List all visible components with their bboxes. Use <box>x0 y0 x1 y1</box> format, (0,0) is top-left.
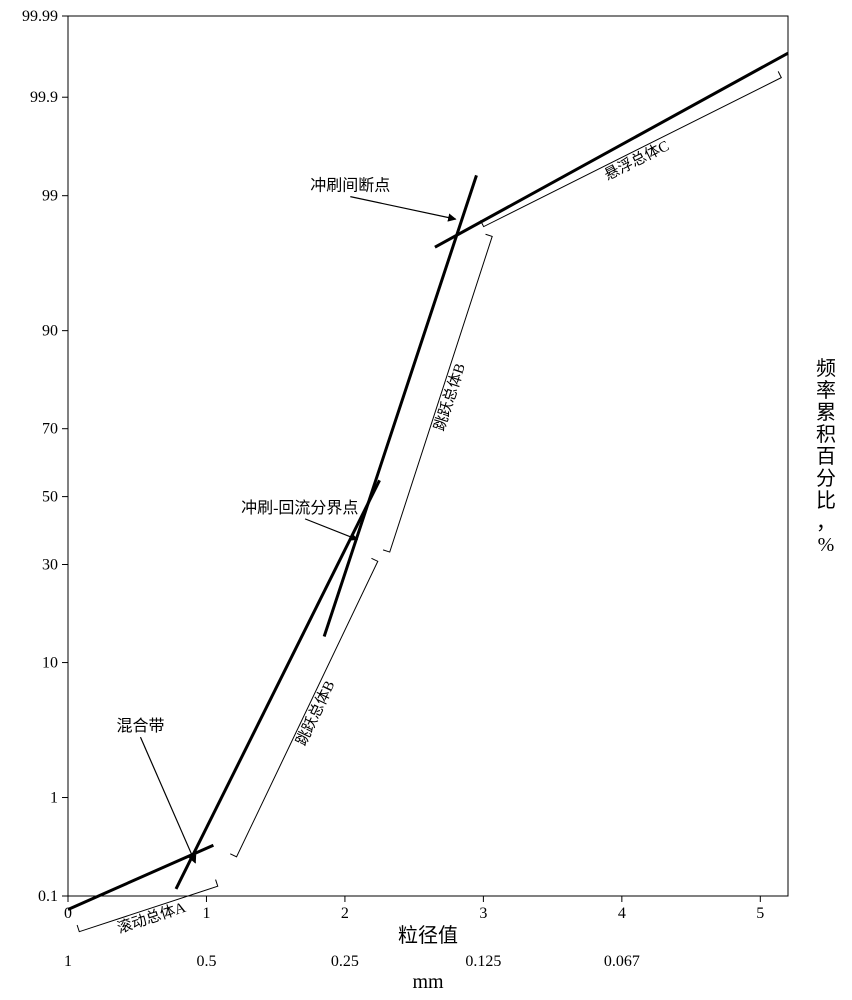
y-tick-label: 99.9 <box>30 89 58 106</box>
y-axis-label-char: % <box>818 534 835 556</box>
y-tick-label: 1 <box>50 790 58 807</box>
x-axis-unit: mm <box>412 971 444 993</box>
annotation-label: 混合带 <box>116 717 164 735</box>
y-tick-label: 50 <box>42 489 58 506</box>
x-tick-label: 1 <box>202 905 210 922</box>
y-axis-label-char: 频 <box>816 357 836 380</box>
y-tick-label: 30 <box>42 557 58 574</box>
x-mm-label: 1 <box>64 953 72 970</box>
segment-C <box>435 53 788 247</box>
bracket <box>383 234 492 552</box>
y-tick-label: 99.99 <box>22 8 58 25</box>
y-tick-label: 99 <box>42 188 58 205</box>
annotation-arrow <box>140 737 195 863</box>
y-tick-label: 0.1 <box>38 888 58 905</box>
chart-container: 0.1110305070909999.999.9901234510.50.250… <box>0 0 852 1000</box>
bracket-label: 滚动总体A <box>115 899 188 937</box>
y-axis-label-char: 率 <box>816 379 836 402</box>
x-tick-label: 2 <box>341 905 349 922</box>
x-mm-label: 0.25 <box>331 953 359 970</box>
bracket-label: 跳跃总体B <box>431 361 469 433</box>
y-tick-label: 10 <box>42 655 58 672</box>
y-axis-label-char: ， <box>816 512 836 534</box>
y-axis-label-char: 比 <box>816 489 836 512</box>
y-axis-label-char: 累 <box>816 402 836 424</box>
x-tick-label: 3 <box>479 905 487 922</box>
x-axis-label: 粒径值 <box>398 924 458 947</box>
x-tick-label: 4 <box>618 905 626 922</box>
chart-svg: 0.1110305070909999.999.9901234510.50.250… <box>0 0 852 1000</box>
annotation-label: 冲刷-回流分界点 <box>241 499 358 517</box>
y-tick-label: 70 <box>42 421 58 438</box>
bracket-label: 跳跃总体B <box>293 678 339 749</box>
y-axis-label-char: 积 <box>816 423 836 446</box>
annotation-arrow <box>350 197 455 220</box>
y-axis-label-char: 分 <box>816 467 836 490</box>
y-tick-label: 90 <box>42 323 58 340</box>
x-tick-label: 5 <box>756 905 764 922</box>
x-mm-label: 0.125 <box>465 953 501 970</box>
bracket <box>230 558 378 857</box>
bracket <box>480 71 781 226</box>
annotation-arrow <box>305 519 357 540</box>
plot-border <box>68 16 788 896</box>
segment-B1 <box>176 480 380 889</box>
x-mm-label: 0.5 <box>196 953 216 970</box>
y-axis-label-char: 百 <box>816 446 836 468</box>
bracket-label: 悬浮总体C <box>602 137 672 184</box>
x-mm-label: 0.067 <box>604 953 640 970</box>
annotation-label: 冲刷间断点 <box>310 177 390 195</box>
